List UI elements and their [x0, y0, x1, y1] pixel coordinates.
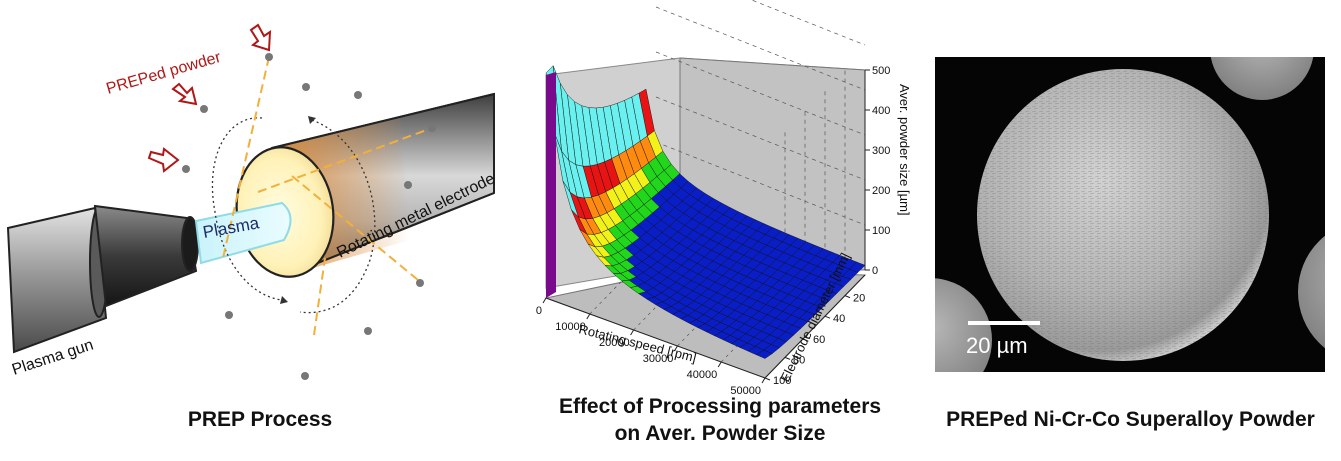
- wall-gridline: [655, 6, 866, 91]
- y-axis-line: [764, 274, 866, 379]
- plasma-jet: [194, 201, 292, 265]
- x-tick-label: 0: [536, 305, 542, 317]
- y-tick-label: 20: [853, 293, 865, 305]
- y-tick: [764, 377, 771, 381]
- scale-bar-label: 20 µm: [966, 333, 1028, 358]
- sem-panel: 20 µm PREPed Ni-Cr-Co Superalloy Powder: [920, 0, 1341, 461]
- neighbor-particle-top: [1210, 57, 1314, 100]
- y-tick-label: 60: [813, 334, 825, 346]
- wall-gridline: [655, 96, 866, 181]
- x-tick: [717, 361, 722, 368]
- x-tick-label: 40000: [687, 369, 718, 381]
- preped-powder-label: PREPed powder: [104, 49, 223, 98]
- y-tick-label: 40: [833, 313, 845, 325]
- surface-bands: [545, 65, 866, 359]
- z-tick-label: 400: [872, 105, 890, 117]
- wall-gridline: [655, 51, 866, 136]
- surface-chart: 0100002000030000400005000020406080100010…: [536, 0, 912, 395]
- chart-tick-labels: 0100002000030000400005000020406080100010…: [536, 65, 890, 395]
- x-tick-label: 30000: [643, 353, 674, 365]
- z-tick-label: 300: [872, 145, 890, 157]
- chart-axes: [542, 69, 870, 384]
- powder-particles: [182, 53, 436, 380]
- x-tick: [673, 345, 678, 352]
- sem-caption: PREPed Ni-Cr-Co Superalloy Powder: [946, 408, 1315, 431]
- x-tick: [630, 329, 635, 336]
- powder-trajectories: [222, 56, 433, 336]
- powder-arrows: [147, 23, 272, 173]
- rotation-arrows: [211, 117, 376, 314]
- y-tick: [824, 315, 831, 319]
- x-tick-label: 10000: [555, 321, 586, 333]
- y-tick-label: 100: [773, 375, 791, 387]
- z-axis-label: Aver. powder size [µm]: [897, 84, 912, 216]
- y-tick-label: 80: [793, 354, 805, 366]
- y-tick: [804, 336, 811, 340]
- x-tick: [761, 377, 766, 384]
- neighbor-particle-right: [1298, 235, 1325, 349]
- x-axis-line: [545, 297, 766, 379]
- z-tick-label: 100: [872, 225, 890, 237]
- x-tick-label: 50000: [730, 385, 761, 395]
- prep-process-panel: PREPed powder Plasma Rotating metal elec…: [0, 0, 520, 461]
- y-tick: [844, 295, 851, 299]
- sem-image: 20 µm: [935, 57, 1325, 372]
- prep-caption: PREP Process: [187, 408, 333, 431]
- z-tick-label: 500: [872, 65, 890, 77]
- surface-caption-line2: on Aver. Powder Size: [614, 422, 826, 445]
- wall-gridline: [655, 141, 866, 226]
- plasma-gun: [6, 204, 199, 354]
- x-tick-label: 20000: [599, 337, 630, 349]
- prep-diagram: PREPed powder Plasma Rotating metal elec…: [6, 23, 498, 380]
- wall-gridline: [750, 0, 866, 46]
- surface-chart-panel: 0 10000 20000 30000 40000 50000 20 40 60 80 100 0 10…: [520, 0, 920, 461]
- y-tick: [784, 356, 791, 360]
- x-tick: [542, 297, 547, 304]
- x-tick: [586, 313, 591, 320]
- z-tick-label: 0: [872, 265, 878, 277]
- neighbor-particle-left: [935, 278, 992, 372]
- surface-caption-line1: Effect of Processing parameters: [558, 395, 882, 418]
- purple-side-face: [546, 72, 556, 298]
- z-tick-label: 200: [872, 185, 890, 197]
